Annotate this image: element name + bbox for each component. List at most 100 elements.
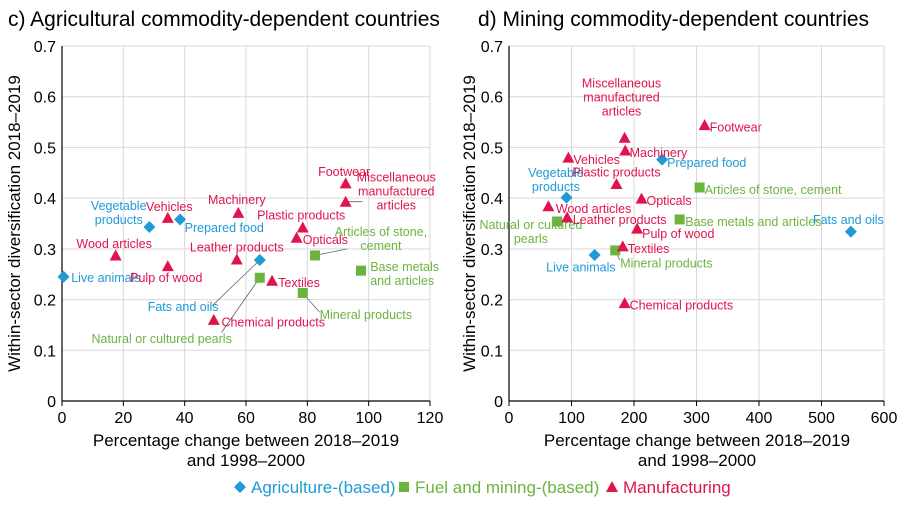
point-label: Base metals and articles	[685, 215, 821, 229]
point-label: Articles of stone, cement	[705, 183, 842, 197]
x-axis-label: Percentage change between 2018–2019	[544, 431, 850, 450]
data-point	[161, 260, 174, 272]
point-label: Wood articles	[76, 237, 152, 251]
point-label: Pulp of wood	[642, 227, 714, 241]
point-label: Chemical products	[630, 299, 734, 313]
point-label: Live animals	[71, 271, 140, 285]
data-point	[610, 245, 621, 256]
x-tick-label: 200	[621, 410, 648, 427]
data-point	[207, 313, 220, 325]
data-point	[356, 265, 366, 276]
point-label: Articles of stone,	[335, 225, 427, 239]
data-point	[674, 214, 685, 225]
legend-label: Manufacturing	[623, 478, 731, 497]
data-point	[618, 297, 631, 309]
point-label: and articles	[370, 274, 434, 288]
legend: Agriculture-(based) Fuel and mining-(base…	[234, 478, 731, 497]
legend-label: Fuel and mining-(based)	[415, 478, 599, 497]
data-point	[297, 287, 308, 298]
y-tick-label: 0.7	[481, 39, 503, 56]
point-label: Pulp of wood	[130, 271, 202, 285]
data-point	[296, 221, 309, 233]
point-label: manufactured	[358, 185, 434, 199]
x-tick-label: 80	[298, 410, 316, 427]
x-axis-label: Percentage change between 2018–2019	[93, 431, 399, 450]
x-tick-label: 20	[114, 410, 132, 427]
point-label: products	[95, 213, 143, 227]
point-label: Wood articles	[556, 202, 632, 216]
chart-title: d) Mining commodity-dependent countries	[478, 8, 869, 31]
y-axis-label: Within-sector diversification 2018–2019	[460, 75, 479, 372]
x-tick-label: 120	[417, 410, 444, 427]
data-point	[174, 213, 187, 226]
y-tick-label: 0	[47, 394, 56, 411]
data-point	[694, 182, 705, 193]
x-axis-label: and 1998–2000	[638, 451, 756, 470]
x-tick-label: 0	[505, 410, 514, 427]
data-point	[254, 272, 265, 283]
data-point	[290, 231, 303, 243]
point-label: Vehicles	[573, 153, 620, 167]
x-tick-label: 300	[683, 410, 710, 427]
point-label: Natural or cultured pearls	[91, 332, 231, 346]
data-point	[561, 211, 574, 223]
legend-marker	[234, 481, 246, 493]
point-label: articles	[376, 199, 416, 213]
point-label: Miscellaneous	[357, 171, 436, 185]
data-point	[552, 216, 563, 227]
data-point	[619, 144, 632, 156]
data-point	[610, 177, 623, 189]
data-point	[253, 254, 266, 267]
point-label: Prepared food	[185, 221, 264, 235]
point-label: Chemical products	[221, 315, 325, 329]
point-label: pearls	[514, 232, 548, 246]
point-label: products	[532, 180, 580, 194]
point-label: Footwear	[710, 121, 762, 135]
y-tick-label: 0.5	[481, 140, 503, 157]
x-tick-label: 400	[746, 410, 773, 427]
data-point	[109, 249, 122, 261]
y-tick-label: 0.3	[481, 242, 503, 259]
x-tick-label: 40	[176, 410, 194, 427]
point-label: Mineral products	[320, 308, 412, 322]
point-label: Mineral products	[620, 257, 712, 271]
x-axis-label: and 1998–2000	[187, 451, 305, 470]
data-point	[339, 195, 352, 207]
data-point	[844, 225, 857, 238]
data-point	[560, 191, 573, 204]
chart-title: c) Agricultural commodity-dependent coun…	[8, 8, 440, 31]
point-label: Plastic products	[572, 165, 660, 179]
data-point	[698, 119, 711, 131]
x-tick-label: 600	[871, 410, 898, 427]
point-label: Leather products	[190, 240, 284, 254]
x-tick-label: 60	[237, 410, 255, 427]
point-label: Machinery	[630, 146, 688, 160]
data-point	[266, 274, 279, 286]
point-label: Vegetable	[91, 199, 147, 213]
point-label: Leather products	[573, 213, 667, 227]
point-label: Prepared food	[667, 156, 746, 170]
data-point	[57, 270, 70, 283]
y-tick-label: 0.6	[34, 90, 56, 107]
point-label: manufactured	[583, 91, 659, 105]
leader-line	[211, 259, 261, 306]
data-point	[339, 177, 352, 189]
data-point	[143, 221, 156, 234]
data-point	[631, 222, 644, 234]
data-point	[618, 131, 631, 143]
point-label: Textiles	[628, 242, 670, 256]
legend-marker	[606, 481, 618, 492]
point-label: Fats and oils	[813, 213, 884, 227]
data-point	[635, 192, 648, 204]
point-label: cement	[360, 239, 402, 253]
point-label: Textiles	[278, 276, 320, 290]
point-label: Vegetable	[528, 166, 584, 180]
point-label: Plastic products	[257, 208, 345, 222]
data-point	[562, 151, 575, 163]
point-label: Vehicles	[146, 200, 193, 214]
point-label: articles	[602, 105, 642, 119]
data-point	[656, 153, 669, 166]
point-label: Machinery	[208, 193, 266, 207]
data-point	[310, 250, 320, 261]
